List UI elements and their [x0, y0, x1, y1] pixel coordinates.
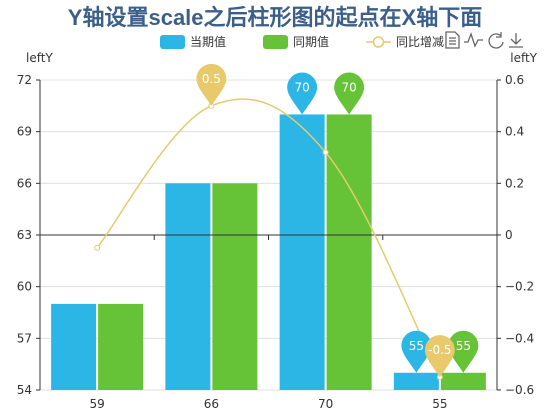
download-icon[interactable] — [509, 33, 523, 48]
marker-pin-label: 70 — [341, 80, 356, 94]
marker-pin-label: 55 — [409, 339, 424, 353]
line-chart-icon[interactable] — [464, 32, 483, 48]
marker-pin[interactable]: 55 — [448, 330, 479, 373]
right-tick-label: −0.2 — [505, 280, 534, 294]
right-tick-label: 0.2 — [505, 176, 524, 190]
marker-pin-label: -0.5 — [428, 343, 451, 357]
data-view-icon[interactable] — [445, 31, 460, 49]
marker-pin[interactable]: -0.5 — [424, 335, 455, 378]
left-tick-label: 66 — [17, 176, 32, 190]
x-tick-label: 55 — [432, 397, 447, 411]
marker-pin-shape — [424, 335, 455, 378]
chart-title: Y轴设置scale之后柱形图的起点在X轴下面 — [68, 5, 482, 30]
marker-pin-label: 0.5 — [202, 72, 221, 86]
x-tick-label: 70 — [318, 397, 333, 411]
marker-pin[interactable]: 70 — [334, 72, 365, 115]
marker-pin[interactable]: 55 — [401, 330, 432, 373]
marker-pin-shape — [334, 72, 365, 115]
marker-pin[interactable]: 0.5 — [196, 63, 227, 106]
x-tick-label: 66 — [204, 397, 219, 411]
yoy-line-path — [96, 98, 441, 378]
x-tick-label: 59 — [89, 397, 104, 411]
restore-icon[interactable] — [488, 32, 504, 49]
bar[interactable] — [98, 303, 144, 390]
left-tick-label: 69 — [17, 125, 32, 139]
yoy-point[interactable] — [94, 244, 101, 251]
right-axis-name: leftY — [510, 51, 537, 65]
bar[interactable] — [440, 372, 486, 390]
bar[interactable] — [326, 114, 372, 390]
left-tick-label: 72 — [17, 73, 32, 87]
legend-item[interactable]: 同比增减 — [366, 35, 444, 49]
marker-pin-shape — [287, 72, 318, 115]
right-tick-label: −0.4 — [505, 331, 534, 345]
bar[interactable] — [393, 372, 439, 390]
right-tick-label: 0.6 — [505, 73, 524, 87]
bars — [51, 114, 486, 390]
legend-label: 同比增减 — [396, 35, 444, 49]
axes: 54 57 60 63 66 69 72 −0.6 −0.4 −0.2 0 0.2 0.4 0.6 59 66… — [17, 73, 534, 411]
legend-swatch — [263, 35, 288, 49]
left-tick-label: 57 — [17, 331, 32, 345]
marker-pin-shape — [448, 330, 479, 373]
marker-pin-label: 55 — [456, 339, 471, 353]
left-axis-name: leftY — [26, 51, 53, 65]
bar[interactable] — [212, 183, 258, 390]
marker-pin-label: 70 — [294, 80, 309, 94]
legend-item[interactable]: 当期值 — [160, 34, 226, 49]
legend[interactable]: 当期值 同期值 同比增减 — [160, 34, 444, 49]
bar[interactable] — [165, 183, 211, 390]
right-tick-label: 0 — [505, 228, 513, 242]
marker-pin-shape — [196, 63, 227, 106]
marker-pin-shape — [401, 330, 432, 373]
left-tick-label: 54 — [17, 383, 32, 397]
legend-item[interactable]: 同期值 — [263, 34, 329, 49]
right-tick-label: 0.4 — [505, 125, 524, 139]
legend-swatch-dot — [372, 36, 385, 48]
left-tick-label: 63 — [17, 228, 32, 242]
marker-pin[interactable]: 70 — [287, 72, 318, 115]
yoy-point[interactable] — [322, 149, 329, 156]
right-tick-label: −0.6 — [505, 383, 534, 397]
legend-label: 同期值 — [293, 34, 329, 49]
left-tick-label: 60 — [17, 280, 32, 294]
legend-label: 当期值 — [190, 34, 226, 49]
legend-swatch — [160, 35, 185, 49]
bar[interactable] — [51, 303, 97, 390]
bar[interactable] — [279, 114, 325, 390]
markers: 70 55 70 55 0.5 -0.5 — [196, 63, 479, 378]
toolbox[interactable] — [445, 31, 523, 49]
